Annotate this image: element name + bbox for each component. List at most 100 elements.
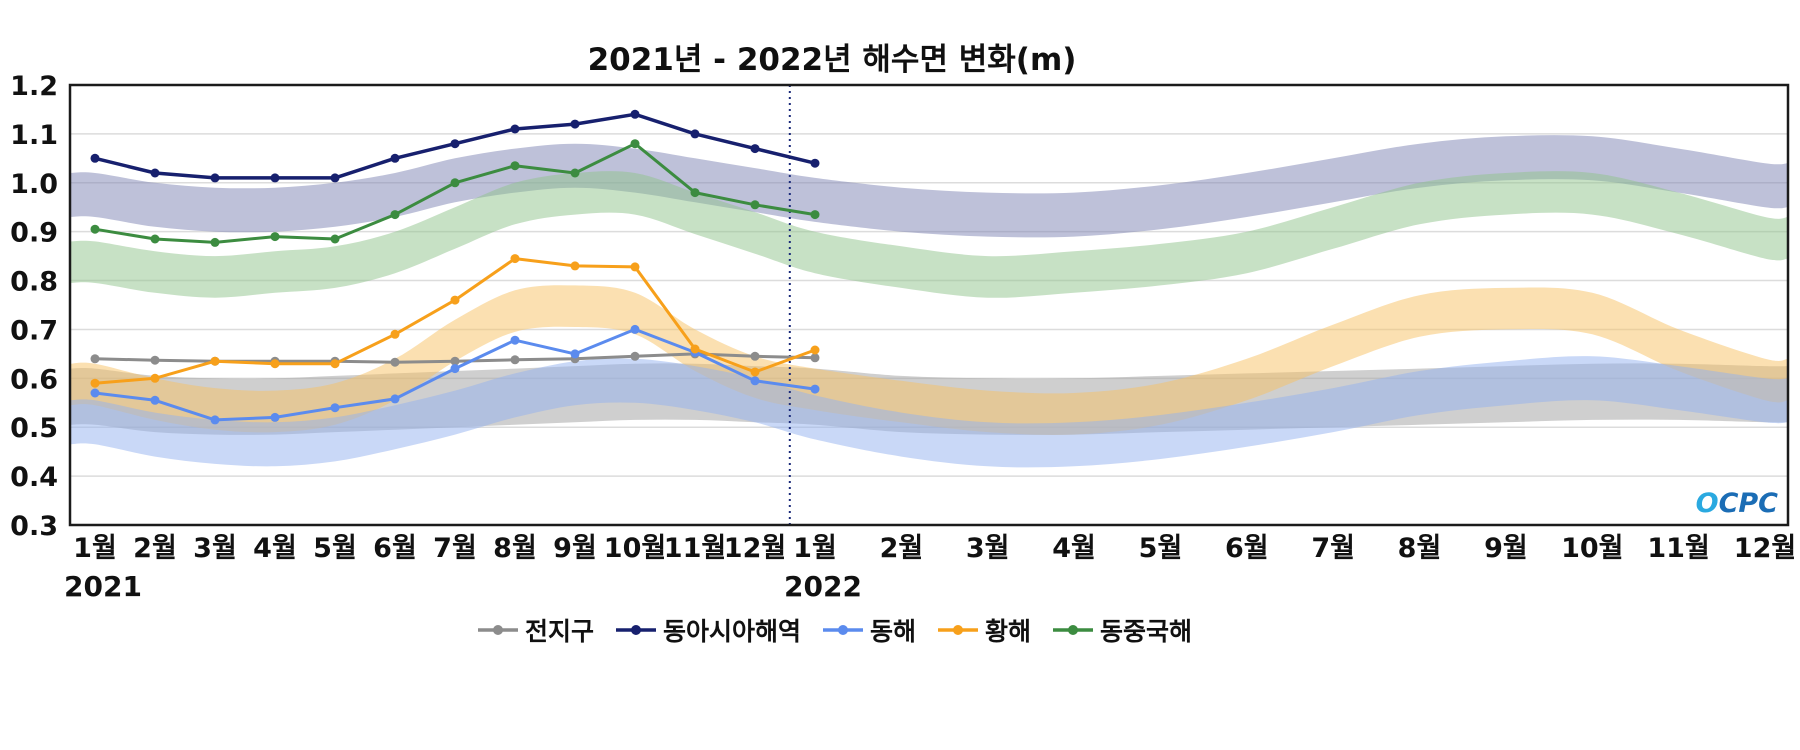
band-동아시아해역 (70, 135, 1788, 238)
chart-title: 2021년 - 2022년 해수면 변화(m) (587, 42, 1077, 78)
point-황해 (150, 373, 160, 383)
point-동중국해 (690, 188, 700, 198)
point-동해 (570, 349, 580, 359)
point-동해 (270, 412, 280, 422)
ocpc-logo: OCPC (1696, 488, 1778, 519)
x-tick-label: 6월 (1225, 533, 1269, 564)
point-동아시아해역 (270, 173, 280, 183)
point-동해 (750, 376, 760, 386)
point-황해 (90, 378, 100, 388)
x-tick-label: 4월 (1052, 533, 1096, 564)
x-tick-label: 4월 (253, 533, 297, 564)
point-동아시아해역 (90, 153, 100, 163)
x-tick-label: 8월 (1398, 533, 1442, 564)
x-tick-label: 12월 (724, 533, 786, 564)
legend-item-동중국해: 동중국해 (1053, 612, 1192, 648)
point-황해 (450, 295, 460, 305)
point-동중국해 (630, 139, 640, 149)
legend-marker-icon (615, 625, 656, 635)
point-동중국해 (750, 200, 760, 210)
point-동아시아해역 (570, 119, 580, 129)
point-전지구 (810, 353, 820, 363)
x-tick-label: 5월 (1139, 533, 1183, 564)
x-tick-label: 6월 (373, 533, 417, 564)
y-tick-label: 0.6 (10, 364, 58, 395)
x-tick-label: 10월 (1561, 533, 1623, 564)
x-tick-label: 10월 (604, 533, 666, 564)
legend-marker-icon (822, 625, 863, 635)
x-tick-label: 12월 (1734, 533, 1796, 564)
point-전지구 (510, 355, 520, 365)
point-동아시아해역 (750, 144, 760, 154)
y-tick-label: 0.7 (10, 315, 58, 346)
y-tick-label: 0.5 (10, 413, 58, 444)
y-tick-label: 0.4 (10, 462, 58, 493)
point-황해 (210, 356, 220, 366)
point-동해 (330, 403, 340, 413)
point-황해 (750, 367, 760, 377)
x-tick-label: 5월 (313, 533, 357, 564)
x-tick-label: 2월 (880, 533, 924, 564)
point-동해 (510, 335, 520, 345)
point-황해 (270, 359, 280, 369)
band-동해 (70, 356, 1788, 468)
point-동중국해 (510, 161, 520, 171)
point-동중국해 (810, 210, 820, 220)
point-동아시아해역 (810, 158, 820, 168)
point-황해 (690, 344, 700, 354)
legend-item-동해: 동해 (822, 612, 916, 648)
point-동중국해 (210, 237, 220, 247)
legend-label: 동아시아해역 (662, 617, 801, 646)
point-전지구 (150, 355, 160, 365)
legend-marker-icon (938, 625, 978, 635)
point-동아시아해역 (390, 153, 400, 163)
point-동중국해 (330, 234, 340, 244)
legend-label: 황해 (985, 617, 1032, 646)
year-label: 2021 (64, 570, 142, 603)
point-황해 (510, 254, 520, 264)
y-tick-label: 0.9 (10, 218, 58, 249)
x-tick-label: 11월 (1647, 533, 1709, 564)
legend-label: 동해 (869, 617, 916, 646)
x-tick-label: 3월 (193, 533, 237, 564)
ocpc-logo-mark: O (1695, 488, 1719, 519)
point-동중국해 (570, 168, 580, 178)
legend-label: 전지구 (524, 617, 594, 646)
legend-item-전지구: 전지구 (477, 612, 594, 648)
band-황해 (70, 285, 1788, 435)
legend-marker-icon (1053, 625, 1094, 635)
y-tick-label: 1.2 (10, 71, 58, 102)
point-동해 (630, 324, 640, 334)
point-동해 (450, 364, 460, 374)
point-전지구 (450, 356, 460, 366)
point-동중국해 (270, 232, 280, 242)
point-동아시아해역 (210, 173, 220, 183)
x-tick-label: 7월 (433, 533, 477, 564)
point-황해 (390, 329, 400, 339)
point-황해 (810, 345, 820, 355)
band-동중국해 (70, 171, 1788, 298)
point-동해 (90, 388, 100, 398)
point-전지구 (630, 351, 640, 361)
legend-item-동아시아해역: 동아시아해역 (615, 612, 801, 648)
y-tick-label: 1.1 (10, 120, 58, 151)
x-tick-label: 8월 (493, 533, 537, 564)
x-tick-label: 1월 (793, 533, 837, 564)
legend-label: 동중국해 (1100, 617, 1193, 646)
x-tick-label: 9월 (1484, 533, 1528, 564)
point-동아시아해역 (510, 124, 520, 134)
point-동아시아해역 (450, 139, 460, 149)
ocpc-logo-text: CPC (1718, 488, 1778, 519)
point-전지구 (390, 357, 400, 367)
point-황해 (330, 359, 340, 369)
point-동해 (150, 395, 160, 405)
point-동해 (810, 384, 820, 394)
point-황해 (570, 261, 580, 271)
y-tick-label: 1.0 (10, 169, 58, 200)
point-동아시아해역 (690, 129, 700, 139)
point-동해 (210, 415, 220, 425)
y-tick-label: 0.8 (10, 267, 58, 298)
y-tick-label: 0.3 (10, 511, 58, 542)
year-label: 2022 (784, 570, 862, 603)
